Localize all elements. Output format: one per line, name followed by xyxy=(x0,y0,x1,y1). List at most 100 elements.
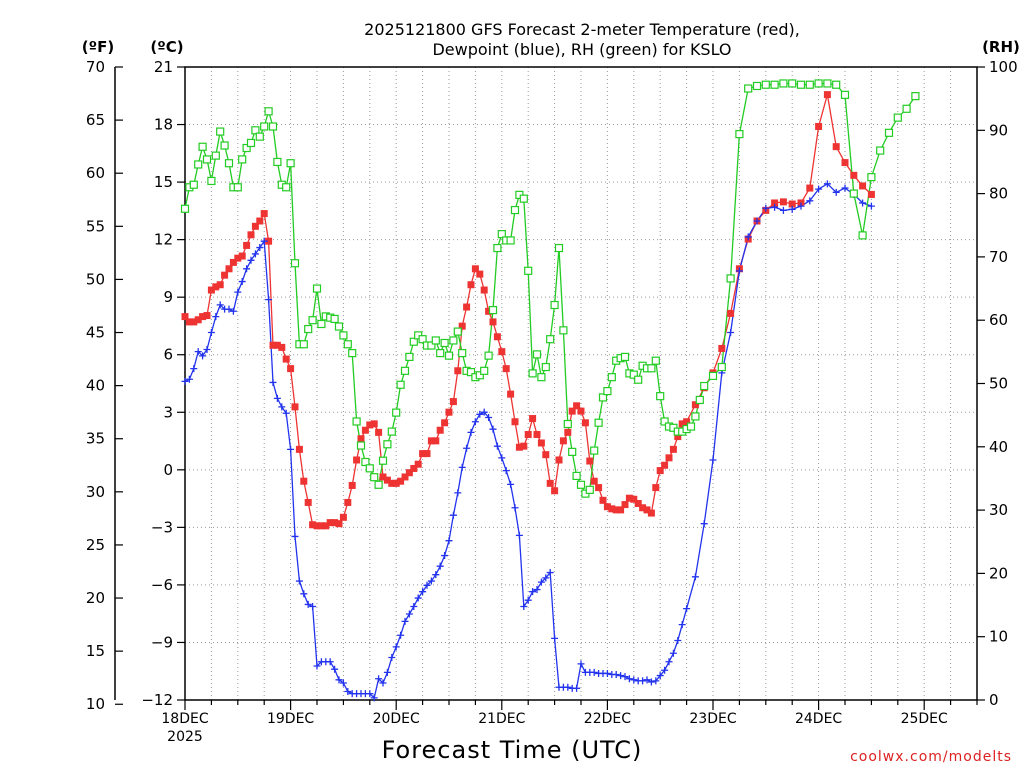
rh-point xyxy=(409,337,418,346)
temperature-point xyxy=(410,464,418,472)
dewpoint-point xyxy=(617,672,625,680)
temperature-point xyxy=(656,467,664,475)
temperature-point xyxy=(366,421,374,429)
rh-point xyxy=(220,141,229,150)
dewpoint-point xyxy=(273,394,281,402)
rh-point xyxy=(546,335,555,344)
dewpoint-point xyxy=(441,552,449,560)
temperature-point xyxy=(625,494,633,502)
dewpoint-point xyxy=(639,677,647,685)
rh-point xyxy=(356,441,366,450)
rh-point xyxy=(246,138,256,148)
dewpoint-point xyxy=(432,571,440,579)
rh-point xyxy=(449,336,458,345)
rh-point xyxy=(268,122,278,131)
temperature-point xyxy=(419,450,427,458)
axes: 10152025303540455055606570−12−9−6−303691… xyxy=(86,58,1018,745)
temperature-point xyxy=(643,506,651,514)
rh-point xyxy=(735,129,744,139)
rh-point xyxy=(620,352,630,362)
rh-tick-label: 20 xyxy=(989,564,1008,582)
temperature-point xyxy=(683,418,691,426)
x-tick-label: 23DEC xyxy=(689,711,736,727)
rh-point xyxy=(651,356,660,365)
rh-point xyxy=(400,366,410,375)
temperature-point xyxy=(621,501,629,509)
temperature-point xyxy=(309,521,317,529)
dewpoint-point xyxy=(577,660,585,668)
temperature-point xyxy=(533,430,541,438)
rh-point xyxy=(770,80,779,89)
dewpoint-point xyxy=(647,678,655,686)
temperature-point xyxy=(251,222,259,230)
temperature-point xyxy=(524,430,532,438)
temperature-point xyxy=(344,498,352,506)
rh-point xyxy=(299,340,308,349)
temperature-point xyxy=(603,503,611,511)
rh-point xyxy=(497,230,506,239)
chart-title-line-1: 2025121800 GFS Forecast 2-meter Temperat… xyxy=(364,20,800,39)
rh-point xyxy=(374,480,383,489)
temperature-point xyxy=(669,445,677,453)
temperature-point xyxy=(273,341,281,349)
rh-point xyxy=(691,412,700,421)
dewpoint-point xyxy=(867,202,875,210)
chart-title-line-2: Dewpoint (blue), RH (green) for KSLO xyxy=(432,40,731,59)
fahrenheit-tick-label: 50 xyxy=(86,270,105,288)
temperature-point xyxy=(357,435,365,443)
rh-point xyxy=(378,456,388,465)
rh-point xyxy=(867,173,876,182)
temperature-point xyxy=(401,473,409,481)
dewpoint-point xyxy=(419,588,427,596)
dewpoint-point xyxy=(683,605,691,613)
rh-point xyxy=(440,338,449,348)
dewpoint-point xyxy=(295,577,303,585)
temperature-point xyxy=(471,265,479,273)
rh-point xyxy=(255,132,264,141)
dewpoint-point xyxy=(331,665,339,673)
rh-point xyxy=(224,159,234,168)
dewpoint-point xyxy=(524,596,532,604)
temperature-point xyxy=(353,456,361,464)
rh-point xyxy=(572,471,581,481)
temperature-point xyxy=(841,159,849,167)
rh-point xyxy=(361,457,370,467)
temperature-point xyxy=(586,457,594,465)
rh-point xyxy=(304,324,313,334)
rh-tick-label: 40 xyxy=(989,438,1008,456)
temperature-point xyxy=(190,318,198,326)
dewpoint-point xyxy=(427,577,435,585)
temperature-point xyxy=(423,450,431,458)
temperature-point xyxy=(555,456,563,464)
dewpoint-point xyxy=(823,180,831,188)
dewpoint-point xyxy=(291,532,299,540)
dewpoint-point xyxy=(454,489,462,497)
temperature-point xyxy=(304,498,312,506)
celsius-tick-label: 18 xyxy=(154,116,173,134)
rh-point xyxy=(686,422,696,431)
temperature-point xyxy=(212,283,220,291)
rh-tick-label: 90 xyxy=(989,121,1008,139)
fahrenheit-tick-label: 15 xyxy=(86,642,105,660)
temperature-point xyxy=(247,231,255,239)
rh-point xyxy=(695,395,704,405)
celsius-tick-label: 6 xyxy=(163,346,173,364)
celsius-tick-label: −3 xyxy=(151,518,173,536)
rh-point xyxy=(700,381,709,391)
x-tick-label: 22DEC xyxy=(584,711,631,727)
rh-point xyxy=(858,231,867,240)
temperature-point xyxy=(370,420,378,428)
rh-unit-label: (RH) xyxy=(982,38,1020,56)
dewpoint-point xyxy=(735,267,743,275)
dewpoint-point xyxy=(771,203,779,211)
dewpoint-point xyxy=(498,454,506,462)
temperature-point xyxy=(515,443,523,451)
temperature-point xyxy=(867,190,875,198)
rh-point xyxy=(392,408,401,417)
temperature-point xyxy=(216,281,224,289)
temperature-point xyxy=(507,390,515,398)
dewpoint-point xyxy=(405,610,413,618)
temperature-point xyxy=(568,407,576,415)
x-tick-label: 18DEC xyxy=(161,711,208,727)
